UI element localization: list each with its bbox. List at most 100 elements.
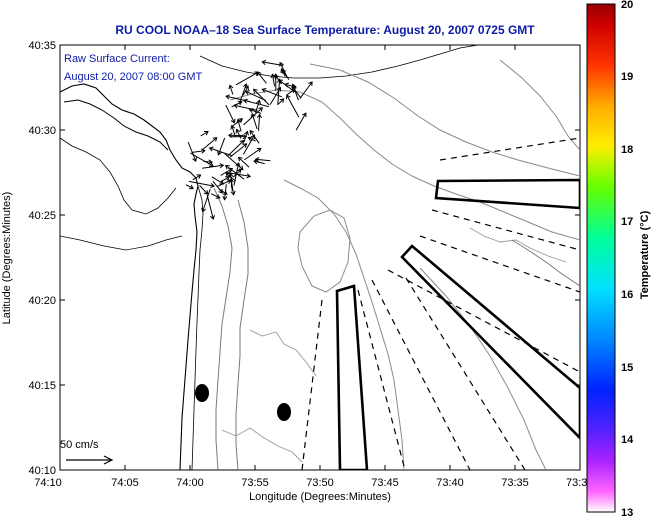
current-vector-head [222, 190, 228, 195]
current-vector-head [192, 157, 197, 162]
y-tick-label: 40:30 [28, 125, 56, 137]
inner-shore [191, 185, 204, 470]
colorbar-tick: 18 [621, 144, 633, 156]
current-vector [188, 180, 215, 187]
depth-contour [221, 427, 303, 463]
radar-beam [335, 284, 369, 470]
depth-contour [249, 329, 317, 377]
colorbar-tick: 15 [621, 362, 633, 374]
depth-contour [297, 209, 351, 293]
current-vector [271, 74, 276, 87]
current-vector [292, 86, 302, 99]
current-vector-head [281, 68, 286, 74]
current-vector [192, 174, 201, 181]
current-vector [238, 83, 247, 105]
current-vector [243, 99, 270, 108]
depth-contour [499, 59, 580, 151]
current-vector [229, 143, 247, 158]
colorbar-tick: 14 [621, 434, 634, 446]
current-vector-head [228, 84, 234, 90]
current-vector-head [254, 157, 260, 163]
depth-contour [283, 179, 405, 470]
current-timestamp: August 20, 2007 08:00 GMT [64, 71, 202, 83]
current-vector-head [239, 139, 245, 145]
current-vector-head [308, 81, 313, 87]
current-vector [238, 157, 250, 168]
current-vector-head [219, 163, 225, 169]
x-tick-label: 74:10 [34, 477, 62, 489]
current-vector [277, 79, 281, 105]
current-vector [284, 83, 297, 88]
current-vector [224, 153, 244, 171]
current-vector [274, 74, 283, 85]
y-axis: 40:35 40:30 40:25 40:20 40:15 40:10 Lati… [1, 40, 580, 477]
colorbar-tick: 20 [621, 0, 633, 11]
current-vector [249, 109, 262, 114]
y-tick-label: 40:10 [28, 465, 56, 477]
current-vector [227, 140, 245, 156]
current-vector [235, 71, 259, 86]
current-vector-head [253, 159, 258, 165]
current-vector-head [228, 167, 234, 173]
current-vector [255, 158, 271, 162]
current-vector [203, 160, 213, 163]
scale-label: 50 cm/s [60, 439, 99, 451]
current-vector-head [261, 88, 267, 93]
x-tick-label: 73:45 [371, 477, 399, 489]
current-vector-head [201, 207, 207, 213]
current-vector-head [235, 162, 241, 167]
current-vector-head [225, 94, 230, 100]
current-vector [231, 118, 243, 127]
current-vector-head [250, 134, 256, 140]
current-vector-head [222, 195, 228, 201]
current-vector [212, 180, 223, 194]
current-vector [218, 188, 228, 195]
current-vector-head [243, 130, 249, 136]
current-vector [202, 188, 211, 212]
depth-contour [235, 199, 249, 470]
current-vector [225, 165, 245, 180]
y-tick-label: 40:20 [28, 295, 56, 307]
current-vector [216, 179, 232, 188]
current-vector [217, 137, 226, 155]
current-vector-head [203, 190, 209, 195]
current-vector [234, 104, 258, 111]
x-tick-label: 73:35 [501, 477, 529, 489]
current-vector-head [284, 82, 289, 88]
colorbar-tick: 19 [621, 71, 633, 83]
depth-contour [213, 187, 233, 470]
map-content [60, 45, 580, 470]
current-vector-head [242, 83, 248, 89]
current-vector [245, 90, 267, 101]
current-vector-head [238, 165, 244, 171]
current-vector-head [224, 164, 230, 170]
coastline [60, 83, 199, 470]
current-vector-head [230, 124, 236, 130]
current-vector-head [256, 147, 262, 153]
current-vector [243, 131, 248, 143]
current-vector-head [212, 137, 218, 142]
figure-title: RU COOL NOAA–18 Sea Surface Temperature:… [115, 23, 535, 37]
current-vector-head [196, 174, 202, 179]
current-vector [200, 131, 209, 137]
river-shore [60, 235, 183, 251]
inland-shore [60, 137, 177, 215]
current-vector [209, 147, 233, 157]
current-vector [185, 184, 194, 189]
colorbar-tick: 13 [621, 507, 633, 518]
current-vector [211, 176, 224, 185]
current-vector [243, 107, 263, 126]
current-vector [258, 114, 261, 131]
current-vector [257, 71, 267, 84]
current-vector-head [246, 173, 252, 179]
current-vector-head [261, 59, 267, 65]
x-axis: 74:10 74:05 74:00 73:55 73:50 73:45 73:4… [34, 45, 587, 503]
current-vector-head [242, 143, 248, 148]
current-vector-head [274, 74, 279, 80]
current-vector [225, 104, 235, 123]
current-vector [210, 193, 221, 199]
radial-dashed-lines [301, 137, 580, 470]
colorbar-tick: 16 [621, 289, 633, 301]
current-vector-head [244, 85, 249, 91]
